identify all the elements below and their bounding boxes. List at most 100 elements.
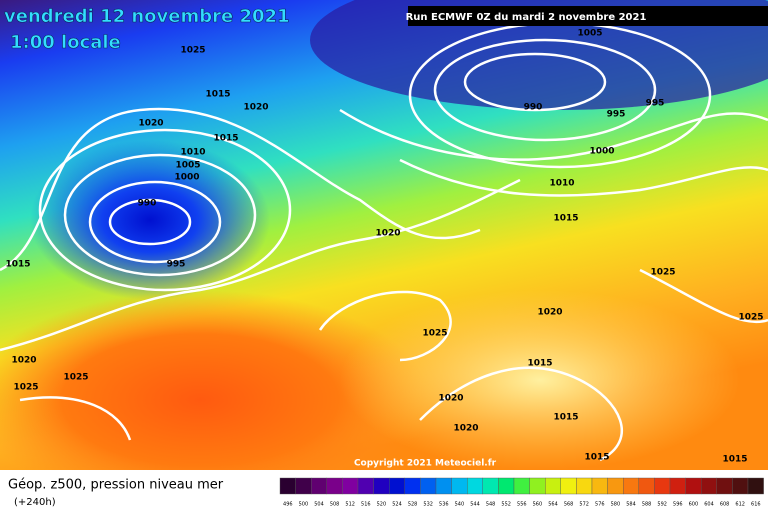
scale-swatch bbox=[576, 477, 593, 495]
isobar-label: 1015 bbox=[5, 260, 30, 270]
scale-label: 592 bbox=[657, 502, 667, 508]
scale-swatch bbox=[311, 477, 328, 495]
local-time: 1:00 locale bbox=[10, 32, 121, 53]
scale-swatch bbox=[435, 477, 452, 495]
scale-label: 516 bbox=[361, 502, 371, 508]
scale-swatch bbox=[326, 477, 343, 495]
isobar-label: 1015 bbox=[213, 134, 238, 144]
scale-label: 612 bbox=[735, 502, 745, 508]
scale-label: 596 bbox=[673, 502, 683, 508]
scale-swatch bbox=[607, 477, 624, 495]
scale-label: 616 bbox=[751, 502, 761, 508]
isobars bbox=[0, 21, 768, 462]
date: vendredi 12 novembre 2021 bbox=[4, 6, 290, 27]
scale-label: 524 bbox=[392, 502, 402, 508]
scale-swatch bbox=[404, 477, 421, 495]
scale-label: 500 bbox=[299, 502, 309, 508]
forecast-lead: (+240h) bbox=[14, 497, 56, 508]
scale-swatch bbox=[654, 477, 671, 495]
copyright: Copyright 2021 Meteociel.fr bbox=[354, 459, 497, 469]
scale-label: 512 bbox=[345, 502, 355, 508]
isobar-label: 1025 bbox=[13, 383, 38, 393]
scale-label: 536 bbox=[439, 502, 449, 508]
isobar-label: 1015 bbox=[205, 90, 230, 100]
scale-swatch bbox=[716, 477, 733, 495]
scale-swatch bbox=[701, 477, 718, 495]
scale-label: 580 bbox=[611, 502, 621, 508]
isobar-label: 1020 bbox=[537, 308, 562, 318]
isobar-label: 1015 bbox=[584, 453, 609, 463]
isobar-label: 995 bbox=[167, 260, 186, 270]
isobar-label: 1025 bbox=[180, 46, 205, 56]
scale-swatch bbox=[638, 477, 655, 495]
isobar-label: 1015 bbox=[553, 214, 578, 224]
run-info: Run ECMWF 0Z du mardi 2 novembre 2021 bbox=[406, 12, 647, 23]
scale-swatch bbox=[529, 477, 546, 495]
field-high bbox=[0, 290, 430, 510]
scale-label: 576 bbox=[595, 502, 605, 508]
scale-label: 564 bbox=[548, 502, 558, 508]
isobar-label: 1025 bbox=[63, 373, 88, 383]
isobar-label: 1020 bbox=[375, 229, 400, 239]
scale-label: 600 bbox=[689, 502, 699, 508]
scale-swatch bbox=[357, 477, 374, 495]
field-pale bbox=[340, 290, 740, 470]
scale-label: 560 bbox=[533, 502, 543, 508]
isobar-label: 1015 bbox=[527, 359, 552, 369]
scale-label: 556 bbox=[517, 502, 527, 508]
isobar-label: 1020 bbox=[438, 394, 463, 404]
scale-swatch bbox=[342, 477, 359, 495]
isobar-label: 1015 bbox=[722, 455, 747, 465]
scale-swatch bbox=[545, 477, 562, 495]
scale-swatch bbox=[560, 477, 577, 495]
isobar-label: 1020 bbox=[138, 119, 163, 129]
scale-swatch bbox=[482, 477, 499, 495]
scale-label: 608 bbox=[720, 502, 730, 508]
isobar-label: 1025 bbox=[650, 268, 675, 278]
scale-swatch bbox=[498, 477, 515, 495]
legend-title: Géop. z500, pression niveau mer bbox=[8, 478, 224, 493]
scale-label: 588 bbox=[642, 502, 652, 508]
scale-label: 604 bbox=[704, 502, 714, 508]
scale-swatch bbox=[732, 477, 749, 495]
scale-label: 496 bbox=[283, 502, 293, 508]
scale-swatch bbox=[669, 477, 686, 495]
scale-label: 528 bbox=[408, 502, 418, 508]
scale-label: 504 bbox=[314, 502, 324, 508]
scale-swatch bbox=[747, 477, 764, 495]
scale-swatch bbox=[513, 477, 530, 495]
isobar-label: 990 bbox=[138, 199, 157, 209]
scale-label: 520 bbox=[377, 502, 387, 508]
scale-label: 568 bbox=[564, 502, 574, 508]
isobar-label: 1000 bbox=[589, 147, 614, 157]
isobar-label: 1020 bbox=[453, 424, 478, 434]
scale-swatch bbox=[420, 477, 437, 495]
scale-swatch bbox=[623, 477, 640, 495]
isobar-label: 995 bbox=[607, 110, 626, 120]
scale-label: 508 bbox=[330, 502, 340, 508]
scale-swatch bbox=[451, 477, 468, 495]
scale-swatch bbox=[591, 477, 608, 495]
scale-label: 552 bbox=[501, 502, 511, 508]
scale-label: 544 bbox=[470, 502, 480, 508]
isobar-label: 1025 bbox=[738, 313, 763, 323]
scale-label: 584 bbox=[626, 502, 636, 508]
scale-label: 532 bbox=[423, 502, 433, 508]
scale-swatch bbox=[685, 477, 702, 495]
scale-label: 548 bbox=[486, 502, 496, 508]
isobar-label: 1020 bbox=[243, 103, 268, 113]
scale-swatch bbox=[467, 477, 484, 495]
isobar-label: 995 bbox=[646, 99, 665, 109]
scale-swatch bbox=[389, 477, 406, 495]
scale-swatch bbox=[295, 477, 312, 495]
isobar-label: 1005 bbox=[175, 161, 200, 171]
field-low bbox=[30, 140, 270, 300]
isobar-label: 1025 bbox=[422, 329, 447, 339]
isobar-label: 1010 bbox=[549, 179, 574, 189]
run-box bbox=[408, 6, 768, 26]
isobar-label: 1015 bbox=[553, 413, 578, 423]
isobar-label: 1000 bbox=[174, 173, 199, 183]
isobar-label: 990 bbox=[524, 103, 543, 113]
